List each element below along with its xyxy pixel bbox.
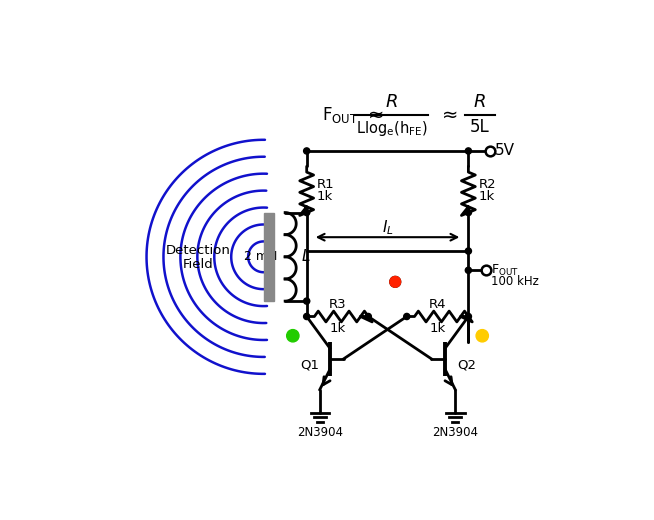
Circle shape xyxy=(286,330,299,342)
Text: $I_L$: $I_L$ xyxy=(382,218,394,237)
Text: Detection: Detection xyxy=(165,244,231,257)
Text: R4: R4 xyxy=(429,298,446,311)
Text: R: R xyxy=(385,94,398,111)
Text: 5L: 5L xyxy=(470,118,490,136)
Text: 2N3904: 2N3904 xyxy=(297,426,343,439)
Circle shape xyxy=(303,314,310,320)
Text: 2N3904: 2N3904 xyxy=(432,426,478,439)
Text: R3: R3 xyxy=(329,298,347,311)
Circle shape xyxy=(465,148,472,154)
Circle shape xyxy=(404,314,410,320)
Text: 5V: 5V xyxy=(495,144,515,159)
Circle shape xyxy=(465,248,472,254)
Text: R: R xyxy=(473,94,486,111)
Text: R1: R1 xyxy=(317,177,334,190)
Circle shape xyxy=(390,277,401,287)
Circle shape xyxy=(476,330,489,342)
Text: 1k: 1k xyxy=(430,322,446,335)
Text: $\approx$: $\approx$ xyxy=(438,105,458,124)
Text: 1k: 1k xyxy=(478,190,494,203)
Text: $\mathregular{Llog_e(h_{FE})}$: $\mathregular{Llog_e(h_{FE})}$ xyxy=(356,119,427,138)
Text: Q2: Q2 xyxy=(457,358,476,371)
Text: L: L xyxy=(302,249,311,264)
Bar xyxy=(264,213,274,301)
Circle shape xyxy=(303,298,310,304)
Text: Field: Field xyxy=(182,258,213,271)
Text: 1k: 1k xyxy=(317,190,333,203)
Circle shape xyxy=(465,314,472,320)
Circle shape xyxy=(465,267,472,274)
Text: $\mathregular{F_{OUT}}$: $\mathregular{F_{OUT}}$ xyxy=(492,263,519,278)
Text: Q1: Q1 xyxy=(301,358,320,371)
Text: 1k: 1k xyxy=(330,322,345,335)
Text: 100 kHz: 100 kHz xyxy=(492,276,540,289)
Text: $\mathregular{F_{OUT}}$: $\mathregular{F_{OUT}}$ xyxy=(322,105,358,125)
Circle shape xyxy=(365,314,371,320)
Circle shape xyxy=(390,277,401,287)
Text: $\approx$: $\approx$ xyxy=(364,105,385,124)
Circle shape xyxy=(303,210,310,216)
Text: R2: R2 xyxy=(478,177,496,190)
Text: 2 mH: 2 mH xyxy=(244,250,277,263)
Circle shape xyxy=(465,210,472,216)
Circle shape xyxy=(303,148,310,154)
